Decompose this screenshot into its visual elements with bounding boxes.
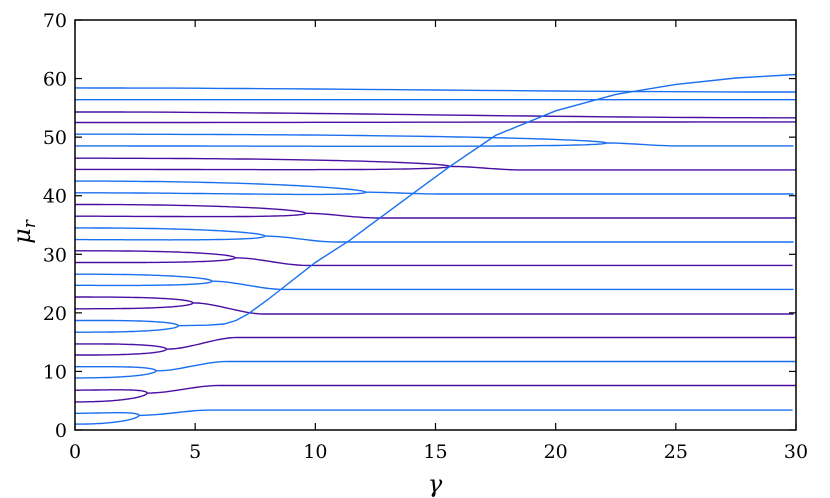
x-tick-label: 20	[544, 441, 568, 463]
pair-0-merged-line	[138, 409, 793, 417]
pair-4-lower-branch	[75, 325, 179, 333]
rising-curve	[178, 73, 797, 327]
x-tick-label: 0	[69, 441, 81, 463]
pair-12-upper-branch	[75, 133, 607, 144]
pair-2-upper-branch	[75, 366, 157, 372]
pair-11-upper-branch	[75, 157, 451, 168]
flat-line-3	[74, 87, 796, 93]
x-tick-label: 5	[189, 441, 201, 463]
pair-7-merged-line	[235, 257, 793, 267]
pair-0-lower-branch	[75, 415, 140, 425]
x-tick-label: 15	[423, 441, 447, 463]
pair-10-lower-branch	[75, 191, 367, 196]
y-tick-label: 30	[43, 244, 67, 266]
pair-5-lower-branch	[75, 302, 194, 310]
flat-line-0	[75, 121, 796, 124]
y-tick-label: 40	[43, 186, 67, 208]
pair-9-upper-branch	[75, 203, 307, 214]
curves	[74, 73, 797, 425]
y-tick-label: 10	[43, 361, 67, 383]
pair-0-upper-branch	[75, 412, 140, 416]
pair-11-lower-branch	[75, 165, 451, 171]
pair-8-lower-branch	[75, 235, 266, 241]
pair-10-upper-branch	[75, 180, 367, 193]
y-tick-label: 70	[43, 10, 67, 32]
y-axis-label: μr	[8, 219, 40, 244]
y-tick-label: 0	[55, 420, 67, 442]
pair-3-merged-line	[166, 336, 796, 350]
pair-5-upper-branch	[75, 296, 194, 304]
pair-6-merged-line	[211, 280, 794, 291]
pair-7-upper-branch	[75, 250, 236, 259]
pair-1-merged-line	[147, 384, 796, 394]
pair-2-lower-branch	[75, 370, 157, 379]
pair-7-lower-branch	[75, 257, 236, 264]
pair-5-merged-line	[192, 302, 794, 315]
pair-4-upper-branch	[75, 319, 179, 326]
pair-12-lower-branch	[75, 142, 607, 147]
flat-line-1	[75, 111, 796, 119]
pair-3-lower-branch	[75, 348, 167, 356]
x-tick-label: 10	[303, 441, 327, 463]
pair-9-lower-branch	[75, 212, 307, 218]
pair-1-lower-branch	[75, 392, 148, 403]
pair-9-merged-line	[305, 212, 796, 219]
pair-11-merged-line	[449, 165, 796, 171]
pair-6-upper-branch	[75, 273, 213, 282]
x-tick-label: 25	[664, 441, 688, 463]
pair-1-upper-branch	[75, 389, 148, 394]
x-axis-label: γ	[428, 470, 443, 498]
y-tick-label: 60	[43, 69, 67, 91]
pair-10-merged-line	[365, 191, 794, 195]
pair-6-lower-branch	[75, 280, 213, 287]
pair-8-upper-branch	[75, 227, 266, 237]
pair-3-upper-branch	[75, 343, 167, 350]
pair-2-merged-line	[155, 360, 796, 372]
y-tick-label: 50	[43, 127, 67, 149]
ticks: 0 5 10 15 20 25 30 0 10 20 30 40 50 60 70	[43, 10, 808, 463]
y-tick-label: 20	[43, 303, 67, 325]
x-tick-label: 30	[784, 441, 808, 463]
pair-12-merged-line	[606, 142, 794, 147]
pair-8-merged-line	[264, 235, 794, 243]
